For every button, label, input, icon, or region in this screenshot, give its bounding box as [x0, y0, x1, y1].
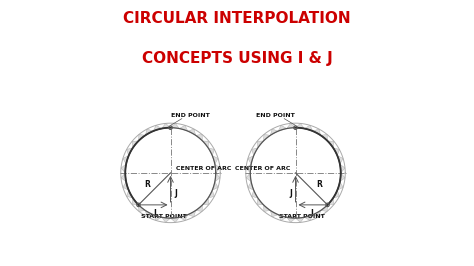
Polygon shape: [208, 190, 214, 198]
Polygon shape: [304, 125, 313, 131]
Polygon shape: [188, 129, 196, 135]
Polygon shape: [179, 125, 188, 131]
Polygon shape: [246, 164, 251, 173]
Polygon shape: [246, 173, 251, 182]
Polygon shape: [248, 156, 254, 164]
Polygon shape: [320, 205, 328, 211]
Polygon shape: [123, 182, 129, 190]
Text: CENTER OF ARC: CENTER OF ARC: [235, 166, 290, 171]
Polygon shape: [257, 198, 264, 205]
Polygon shape: [171, 123, 179, 128]
Text: R: R: [144, 180, 150, 189]
Polygon shape: [295, 217, 304, 222]
Text: I: I: [310, 209, 313, 218]
Polygon shape: [304, 215, 313, 221]
Polygon shape: [132, 198, 138, 205]
Polygon shape: [313, 129, 320, 135]
Polygon shape: [278, 215, 287, 221]
Polygon shape: [270, 129, 278, 135]
Polygon shape: [337, 182, 343, 190]
Polygon shape: [313, 210, 320, 217]
Polygon shape: [333, 190, 339, 198]
Text: J: J: [289, 189, 292, 198]
Polygon shape: [295, 123, 304, 128]
Polygon shape: [121, 173, 126, 182]
Text: J: J: [174, 189, 177, 198]
Polygon shape: [278, 125, 287, 131]
Polygon shape: [138, 134, 146, 141]
Polygon shape: [264, 134, 270, 141]
Polygon shape: [179, 215, 188, 221]
Polygon shape: [127, 148, 133, 156]
Polygon shape: [188, 210, 196, 217]
Polygon shape: [252, 148, 258, 156]
Polygon shape: [196, 205, 202, 211]
Polygon shape: [328, 141, 334, 148]
Polygon shape: [132, 141, 138, 148]
Text: CONCEPTS USING I & J: CONCEPTS USING I & J: [142, 51, 332, 66]
Polygon shape: [121, 164, 126, 173]
Text: I: I: [153, 209, 156, 218]
Polygon shape: [320, 134, 328, 141]
Text: R: R: [316, 180, 322, 189]
Polygon shape: [287, 123, 295, 128]
Polygon shape: [208, 148, 214, 156]
Polygon shape: [212, 182, 218, 190]
Text: START POINT: START POINT: [280, 214, 325, 219]
Text: START POINT: START POINT: [141, 214, 187, 219]
Polygon shape: [171, 217, 179, 222]
Polygon shape: [162, 217, 171, 222]
Polygon shape: [153, 125, 162, 131]
Polygon shape: [248, 182, 254, 190]
Polygon shape: [270, 210, 278, 217]
Polygon shape: [196, 134, 202, 141]
Polygon shape: [138, 205, 146, 211]
Polygon shape: [337, 156, 343, 164]
Polygon shape: [146, 129, 153, 135]
Polygon shape: [212, 156, 218, 164]
Polygon shape: [340, 173, 345, 182]
Polygon shape: [202, 198, 209, 205]
Text: CENTER OF ARC: CENTER OF ARC: [176, 166, 231, 171]
Text: END POINT: END POINT: [172, 113, 210, 118]
Polygon shape: [162, 123, 171, 128]
Text: CIRCULAR INTERPOLATION: CIRCULAR INTERPOLATION: [123, 11, 351, 26]
Polygon shape: [202, 141, 209, 148]
Polygon shape: [123, 156, 129, 164]
Polygon shape: [264, 205, 270, 211]
Polygon shape: [215, 164, 220, 173]
Polygon shape: [146, 210, 153, 217]
Polygon shape: [127, 190, 133, 198]
Polygon shape: [340, 164, 345, 173]
Polygon shape: [328, 198, 334, 205]
Polygon shape: [153, 215, 162, 221]
Text: END POINT: END POINT: [256, 113, 295, 118]
Polygon shape: [257, 141, 264, 148]
Polygon shape: [215, 173, 220, 182]
Polygon shape: [333, 148, 339, 156]
Polygon shape: [252, 190, 258, 198]
Polygon shape: [287, 217, 295, 222]
